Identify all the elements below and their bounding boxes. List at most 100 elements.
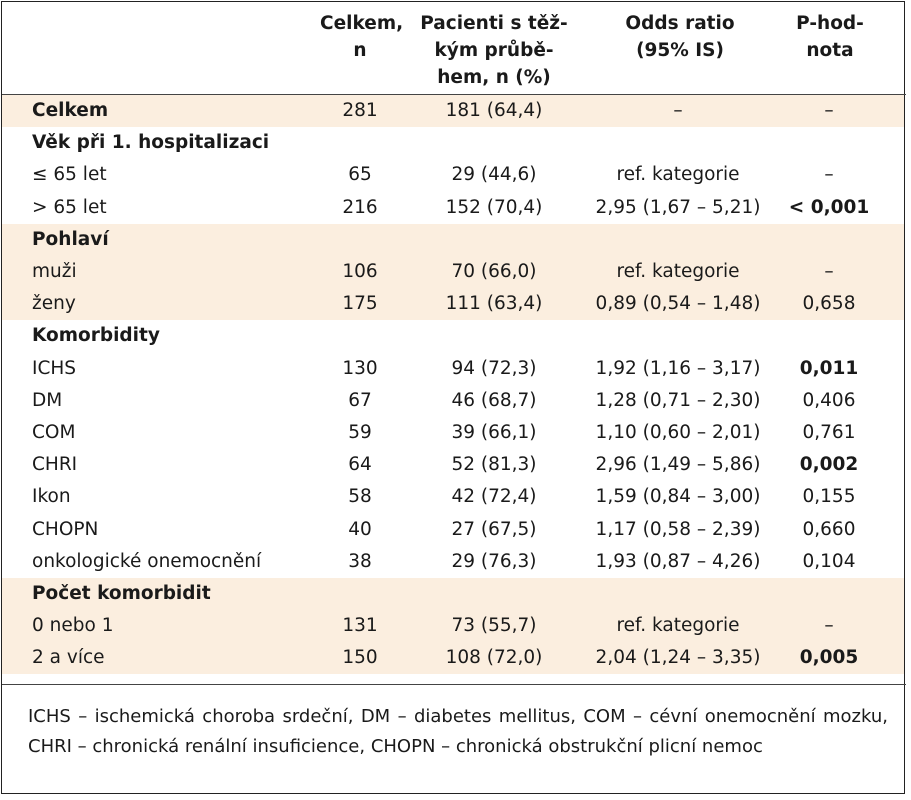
cell-total-n: 150 [342, 647, 378, 669]
table-row: 2 a více 150 108 (72,0) 2,04 (1,24 – 3,35) 0… [2, 642, 904, 675]
cell-total-n: 130 [342, 357, 378, 379]
cell-severe-count: 70 (66,0) [451, 261, 537, 282]
cell-odds-ratio [574, 320, 782, 352]
cell-severe-count: 94 (72,3) [451, 357, 537, 379]
cell-severe-count: 27 (67,5) [451, 518, 537, 540]
cell-p-value [786, 320, 872, 352]
row-label: Pohlaví [32, 228, 109, 250]
row-label: ≤ 65 let [32, 164, 107, 186]
cell-odds-ratio: 2,95 (1,67 – 5,21) [595, 196, 761, 218]
row-label: onkologické onemocnění [32, 550, 262, 572]
cell-total-n [330, 127, 390, 159]
cell-p-value: – [824, 164, 834, 186]
cell-total-n: 40 [348, 518, 372, 540]
cell-odds-ratio: 1,92 (1,16 – 3,17) [595, 357, 761, 379]
cell-p-value: – [824, 615, 834, 637]
row-label: Věk při 1. hospitalizaci [32, 132, 270, 154]
cell-p-value [786, 224, 872, 256]
footer-rule [2, 684, 906, 685]
cell-p-value: < 0,001 [788, 196, 870, 218]
cell-odds-ratio: ref. kategorie [616, 615, 740, 637]
cell-odds-ratio: 1,10 (0,60 – 2,01) [595, 422, 761, 443]
cell-odds-ratio: 1,28 (0,71 – 2,30) [595, 389, 761, 411]
cell-odds-ratio: ref. kategorie [616, 261, 740, 282]
row-label: Počet komorbidit [32, 583, 211, 604]
cell-total-n: 131 [342, 615, 378, 637]
row-label: DM [32, 389, 63, 411]
table-row: > 65 let 216 152 (70,4) 2,95 (1,67 – 5,21) <… [2, 192, 904, 224]
cell-p-value [786, 127, 872, 159]
cell-severe-count [414, 224, 574, 256]
cell-total-n: 216 [342, 196, 378, 218]
row-label: Celkem [32, 100, 109, 121]
row-label: > 65 let [32, 196, 107, 218]
cell-total-n: 67 [348, 389, 372, 411]
cell-p-value: 0,155 [802, 486, 856, 508]
cell-total-n: 106 [342, 261, 378, 282]
table-row: onkologické onemocnění 38 29 (76,3) 1,93 (0… [2, 546, 904, 578]
cell-p-value [786, 578, 872, 610]
cell-severe-count: 52 (81,3) [451, 454, 537, 476]
cell-total-n: 65 [348, 164, 372, 186]
row-label: ICHS [32, 357, 77, 379]
table-row: Komorbidity [2, 320, 904, 352]
row-label: Ikon [32, 486, 71, 508]
table-row: Počet komorbidit [2, 578, 904, 610]
table-row: CHOPN 40 27 (67,5) 1,17 (0,58 – 2,39) 0,660 [2, 514, 904, 546]
cell-total-n: 64 [348, 454, 372, 476]
cell-total-n: 175 [342, 293, 378, 315]
header-celkem-text: Celkem, n [320, 13, 404, 61]
cell-odds-ratio: 2,04 (1,24 – 3,35) [595, 647, 761, 669]
cell-total-n: 58 [348, 486, 372, 508]
cell-p-value: 0,104 [802, 550, 856, 572]
footnote: ICHS – ischemická choroba srdeční, DM – … [28, 706, 888, 757]
header-severe-text: Pacienti s těž- kým průbě- hem, n (%) [420, 13, 568, 88]
header-celkem: Celkem, n [320, 10, 404, 64]
cell-severe-count: 39 (66,1) [451, 422, 537, 443]
table-row: ICHS 130 94 (72,3) 1,92 (1,16 – 3,17) 0,011 [2, 353, 904, 385]
row-label: CHRI [32, 454, 78, 476]
cell-total-n [330, 578, 390, 610]
table-row: Pohlaví [2, 223, 904, 256]
cell-odds-ratio: ref. kategorie [616, 164, 740, 186]
cell-severe-count: 42 (72,4) [451, 486, 537, 508]
cell-total-n: 59 [348, 422, 372, 443]
row-label: 0 nebo 1 [32, 615, 114, 637]
header-severe: Pacienti s těž- kým průbě- hem, n (%) [414, 10, 574, 91]
cell-p-value: 0,660 [802, 518, 856, 540]
table-row: Věk při 1. hospitalizaci [2, 127, 904, 159]
table-row: Celkem 281 181 (64,4) – – [2, 95, 904, 127]
row-label: muži [32, 261, 77, 282]
cell-total-n: 38 [348, 550, 372, 572]
row-label: 2 a více [32, 647, 105, 669]
cell-severe-count: 29 (44,6) [451, 164, 537, 186]
table-row: ≤ 65 let 65 29 (44,6) ref. kategorie – [2, 159, 904, 191]
cell-odds-ratio [574, 578, 782, 610]
cell-odds-ratio: 1,17 (0,58 – 2,39) [595, 518, 761, 540]
table-row: ženy 175 111 (63,4) 0,89 (0,54 – 1,48) 0,658 [2, 288, 904, 321]
cell-p-value: 0,005 [799, 647, 859, 669]
table-header: Celkem, n Pacienti s těž- kým průbě- hem… [2, 2, 906, 94]
cell-severe-count: 73 (55,7) [451, 615, 537, 637]
row-label: ženy [32, 293, 76, 315]
cell-total-n [330, 224, 390, 256]
cell-severe-count: 46 (68,7) [451, 389, 537, 411]
table-row: muži 106 70 (66,0) ref. kategorie – [2, 256, 904, 288]
header-rule [2, 94, 906, 95]
cell-odds-ratio: 2,96 (1,49 – 5,86) [595, 454, 761, 476]
cell-p-value: 0,761 [802, 422, 856, 443]
cell-total-n [330, 320, 390, 352]
cell-odds-ratio [574, 127, 782, 159]
cell-odds-ratio: – [673, 100, 683, 121]
cell-p-value: 0,658 [802, 293, 856, 315]
row-label: Komorbidity [32, 325, 160, 347]
header-odds-ratio: Odds ratio (95% IS) [582, 10, 778, 64]
header-p-value-text: P-hod- nota [796, 13, 864, 61]
cell-p-value: 0,406 [802, 389, 856, 411]
cell-severe-count: 181 (64,4) [445, 100, 543, 121]
table-row: DM 67 46 (68,7) 1,28 (0,71 – 2,30) 0,406 [2, 385, 904, 417]
cell-p-value: 0,011 [799, 357, 859, 379]
cell-severe-count: 111 (63,4) [445, 293, 543, 315]
cell-severe-count: 108 (72,0) [445, 647, 543, 669]
